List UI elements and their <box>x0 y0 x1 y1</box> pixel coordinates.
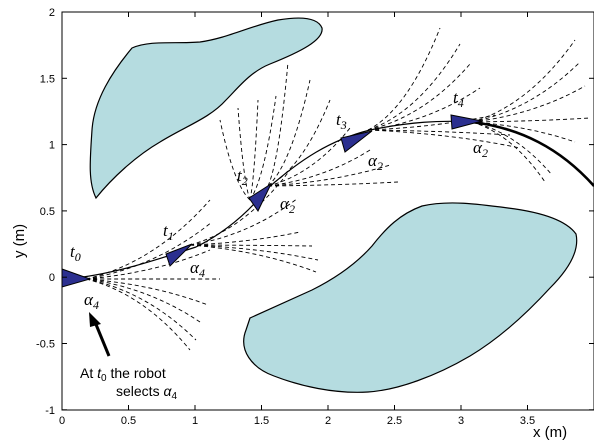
robot-markers <box>61 114 483 288</box>
candidate-trajectory <box>471 121 576 143</box>
candidate-trajectory <box>189 231 301 246</box>
x-tick-label: 0.5 <box>121 415 136 427</box>
candidate-trajectory <box>267 79 311 187</box>
candidate-trajectory <box>85 278 191 351</box>
y-tick-label: 0.5 <box>40 206 55 218</box>
candidate-trajectory <box>85 278 197 341</box>
robot-t4 <box>450 114 483 130</box>
x-tick-label: 3 <box>458 415 464 427</box>
time-label-t0: t0 <box>70 242 81 264</box>
alpha-label-t2: α2 <box>280 194 295 216</box>
x-tick-label: 1 <box>192 415 198 427</box>
candidate-trajectory <box>189 197 299 246</box>
annotation-arrow-head <box>89 312 101 327</box>
candidate-trajectory <box>267 99 331 187</box>
y-tick-label: -1 <box>45 405 55 417</box>
candidate-trajectory <box>237 107 251 201</box>
y-tick-label: 1.5 <box>40 73 55 85</box>
annotation-line-1: At t0 the robot <box>80 365 166 384</box>
robot-t0 <box>61 268 92 288</box>
y-tick-label: 2 <box>49 7 55 19</box>
candidate-trajectories <box>85 27 591 351</box>
candidate-trajectory <box>367 114 496 131</box>
y-axis-label: y (m) <box>11 224 28 258</box>
annotation-line-2: selects α4 <box>116 383 177 402</box>
candidate-trajectory <box>189 169 291 246</box>
candidate-trajectory <box>471 85 586 123</box>
candidate-trajectory <box>471 39 576 123</box>
robot-t2 <box>248 182 273 212</box>
candidate-trajectory <box>471 61 581 123</box>
obstacle-upper-left <box>89 17 323 200</box>
time-label-t2: t2 <box>237 166 248 188</box>
candidate-trajectory <box>471 121 546 183</box>
x-tick-label: 3.5 <box>520 415 535 427</box>
candidate-trajectory <box>85 278 201 323</box>
candidate-trajectory <box>249 99 259 201</box>
candidate-trajectory <box>367 87 481 131</box>
time-label-t1: t1 <box>163 221 174 243</box>
robot-t1 <box>165 243 193 267</box>
candidate-trajectory <box>85 278 209 306</box>
x-tick-label: 1.5 <box>254 415 269 427</box>
annotation-arrow-shaft <box>93 321 111 357</box>
candidate-trajectory <box>367 27 441 131</box>
candidate-trajectory <box>367 129 521 149</box>
candidate-trajectory <box>189 244 319 261</box>
time-label-t4: t4 <box>453 88 464 110</box>
y-tick-label: 0 <box>49 272 55 284</box>
candidate-trajectory <box>85 199 211 280</box>
candidate-trajectory <box>189 244 313 247</box>
candidate-trajectory <box>367 129 511 136</box>
alpha-label-t1: α4 <box>190 258 205 280</box>
alpha-label-t3: α2 <box>368 151 383 173</box>
x-tick-label: 2 <box>325 415 331 427</box>
candidate-trajectory <box>267 127 351 187</box>
y-tick-label: 1 <box>49 140 55 152</box>
robot-path-thick <box>471 120 594 187</box>
candidate-trajectory <box>189 244 317 273</box>
candidate-trajectory <box>367 63 471 131</box>
candidate-trajectory <box>219 119 251 201</box>
candidate-trajectory <box>267 61 289 187</box>
candidate-trajectory <box>85 221 213 280</box>
x-tick-label: 0 <box>59 415 65 427</box>
candidate-trajectory <box>85 249 211 280</box>
x-axis-ticks: 0 0.5 1 1.5 2 2.5 3 3.5 <box>59 12 535 427</box>
candidate-trajectory <box>471 117 591 123</box>
candidate-trajectory <box>367 43 461 131</box>
obstacle-lower-right <box>243 202 578 393</box>
x-axis-label: x (m) <box>533 424 567 441</box>
candidate-trajectory <box>267 164 391 187</box>
alpha-label-t0: α4 <box>84 290 99 312</box>
y-axis-ticks: 2 1.5 1 0.5 0 -0.5 -1 <box>36 7 594 417</box>
time-label-t3: t3 <box>336 110 347 132</box>
candidate-trajectory <box>267 181 399 187</box>
x-tick-label: 2.5 <box>387 415 402 427</box>
alpha-label-t4: α2 <box>473 138 488 160</box>
robot-t3 <box>340 130 373 153</box>
y-tick-label: -0.5 <box>36 339 55 351</box>
